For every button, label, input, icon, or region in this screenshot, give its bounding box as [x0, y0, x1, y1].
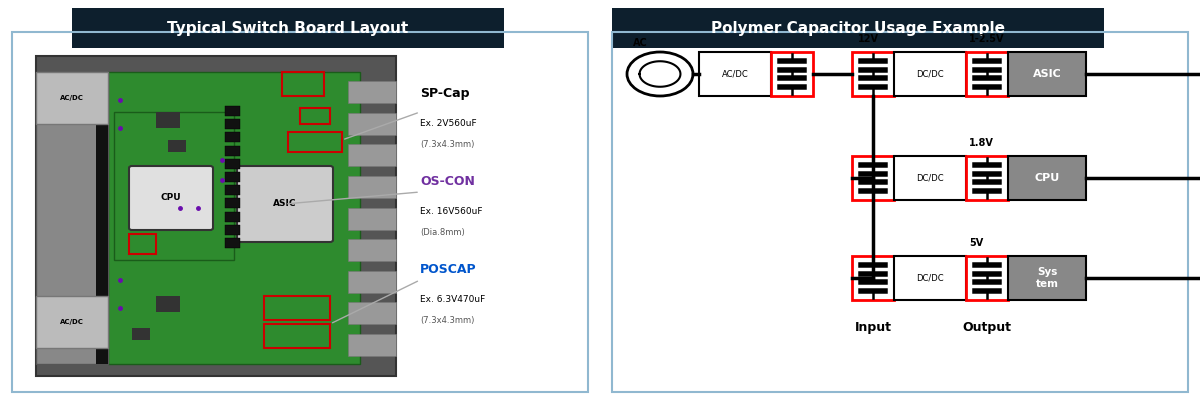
FancyBboxPatch shape: [698, 52, 772, 96]
FancyBboxPatch shape: [348, 176, 396, 198]
FancyBboxPatch shape: [894, 52, 966, 96]
FancyBboxPatch shape: [156, 112, 180, 128]
FancyBboxPatch shape: [1008, 256, 1086, 300]
FancyBboxPatch shape: [36, 296, 108, 348]
Text: DC/DC: DC/DC: [916, 274, 944, 282]
FancyBboxPatch shape: [772, 52, 814, 96]
Text: (Dia.8mm): (Dia.8mm): [420, 228, 464, 236]
Text: ASIC: ASIC: [274, 200, 296, 208]
FancyBboxPatch shape: [894, 256, 966, 300]
FancyBboxPatch shape: [36, 72, 108, 364]
FancyBboxPatch shape: [966, 52, 1008, 96]
FancyBboxPatch shape: [226, 119, 240, 129]
Text: SP-Cap: SP-Cap: [420, 87, 469, 100]
Text: ASIC: ASIC: [1033, 69, 1061, 79]
Text: DC/DC: DC/DC: [916, 174, 944, 182]
FancyBboxPatch shape: [348, 271, 396, 293]
Text: Input: Input: [854, 322, 892, 334]
Text: 12V: 12V: [858, 34, 878, 44]
FancyBboxPatch shape: [72, 8, 504, 48]
FancyBboxPatch shape: [226, 212, 240, 222]
FancyBboxPatch shape: [966, 256, 1008, 300]
FancyBboxPatch shape: [894, 156, 966, 200]
FancyBboxPatch shape: [1008, 52, 1086, 96]
FancyBboxPatch shape: [238, 166, 334, 242]
FancyBboxPatch shape: [852, 156, 894, 200]
FancyBboxPatch shape: [130, 166, 214, 230]
Text: Sys
tem: Sys tem: [1036, 267, 1058, 289]
Text: CPU: CPU: [161, 194, 181, 202]
FancyBboxPatch shape: [348, 334, 396, 356]
Text: AC: AC: [634, 38, 648, 48]
FancyBboxPatch shape: [108, 72, 360, 364]
Text: (7.3x4.3mm): (7.3x4.3mm): [420, 140, 474, 148]
FancyBboxPatch shape: [226, 172, 240, 182]
FancyBboxPatch shape: [36, 56, 396, 376]
FancyBboxPatch shape: [132, 328, 150, 340]
Text: Ex. 6.3V470uF: Ex. 6.3V470uF: [420, 296, 485, 304]
FancyBboxPatch shape: [348, 144, 396, 166]
Text: Polymer Capacitor Usage Example: Polymer Capacitor Usage Example: [710, 20, 1006, 36]
Text: 1.8V: 1.8V: [970, 138, 994, 148]
Text: OS-CON: OS-CON: [420, 175, 475, 188]
FancyBboxPatch shape: [96, 72, 108, 364]
Text: Ex. 16V560uF: Ex. 16V560uF: [420, 208, 482, 216]
Text: DC/DC: DC/DC: [916, 70, 944, 78]
FancyBboxPatch shape: [852, 52, 894, 96]
FancyBboxPatch shape: [348, 239, 396, 261]
FancyBboxPatch shape: [226, 132, 240, 142]
Text: 1-2.5V: 1-2.5V: [970, 34, 1004, 44]
Text: POSCAP: POSCAP: [420, 263, 476, 276]
FancyBboxPatch shape: [348, 208, 396, 230]
FancyBboxPatch shape: [966, 156, 1008, 200]
Text: Typical Switch Board Layout: Typical Switch Board Layout: [167, 20, 409, 36]
Text: (7.3x4.3mm): (7.3x4.3mm): [420, 316, 474, 324]
FancyBboxPatch shape: [226, 146, 240, 156]
Text: 5V: 5V: [970, 238, 983, 248]
FancyBboxPatch shape: [1008, 156, 1086, 200]
FancyBboxPatch shape: [612, 8, 1104, 48]
FancyBboxPatch shape: [168, 140, 186, 152]
FancyBboxPatch shape: [226, 198, 240, 208]
FancyBboxPatch shape: [348, 81, 396, 103]
FancyBboxPatch shape: [226, 106, 240, 116]
Text: AC/DC: AC/DC: [721, 70, 749, 78]
FancyBboxPatch shape: [226, 225, 240, 235]
Text: AC/DC: AC/DC: [60, 319, 84, 325]
FancyBboxPatch shape: [226, 159, 240, 169]
Text: Output: Output: [962, 322, 1012, 334]
FancyBboxPatch shape: [36, 72, 108, 124]
FancyBboxPatch shape: [852, 256, 894, 300]
FancyBboxPatch shape: [226, 238, 240, 248]
FancyBboxPatch shape: [348, 113, 396, 135]
Text: AC/DC: AC/DC: [60, 95, 84, 101]
Text: CPU: CPU: [1034, 173, 1060, 183]
FancyBboxPatch shape: [348, 302, 396, 324]
FancyBboxPatch shape: [226, 185, 240, 195]
FancyBboxPatch shape: [156, 296, 180, 312]
Text: Ex. 2V560uF: Ex. 2V560uF: [420, 120, 476, 128]
